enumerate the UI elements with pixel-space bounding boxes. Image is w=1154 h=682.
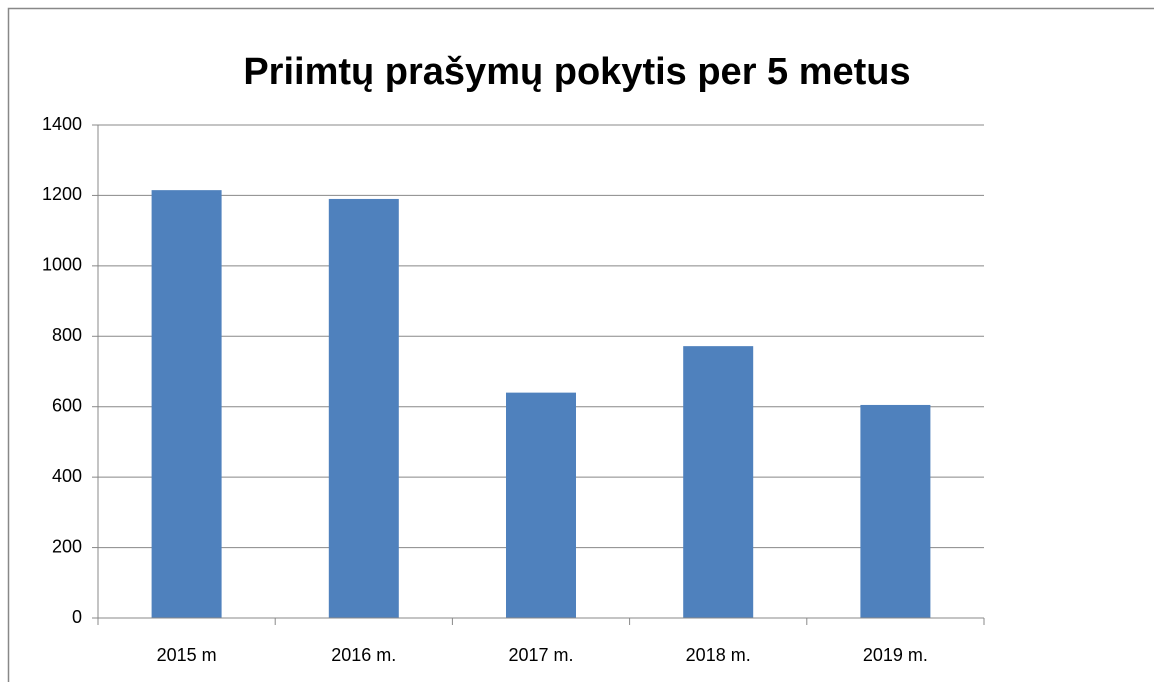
y-tick-label: 600	[52, 395, 82, 415]
bar	[860, 404, 931, 618]
y-tick-label: 1200	[42, 184, 82, 204]
x-tick-label: 2019 m.	[863, 645, 928, 665]
bar	[328, 198, 399, 618]
chart-frame	[7, 7, 1154, 682]
y-tick-label: 400	[52, 466, 82, 486]
x-tick-label: 2018 m.	[686, 645, 751, 665]
y-tick-label: 800	[52, 325, 82, 345]
x-tick-label: 2016 m.	[331, 645, 396, 665]
bar	[151, 190, 222, 618]
chart-title: Priimtų prašymų pokytis per 5 metus	[243, 51, 910, 93]
y-tick-label: 1400	[42, 114, 82, 134]
x-tick-label: 2017 m.	[508, 645, 573, 665]
x-tick-label: 2015 m	[157, 645, 217, 665]
y-tick-label: 0	[72, 607, 82, 627]
bar	[683, 346, 754, 618]
bar	[506, 392, 576, 618]
y-tick-label: 1000	[42, 255, 82, 275]
y-tick-label: 200	[52, 536, 82, 556]
